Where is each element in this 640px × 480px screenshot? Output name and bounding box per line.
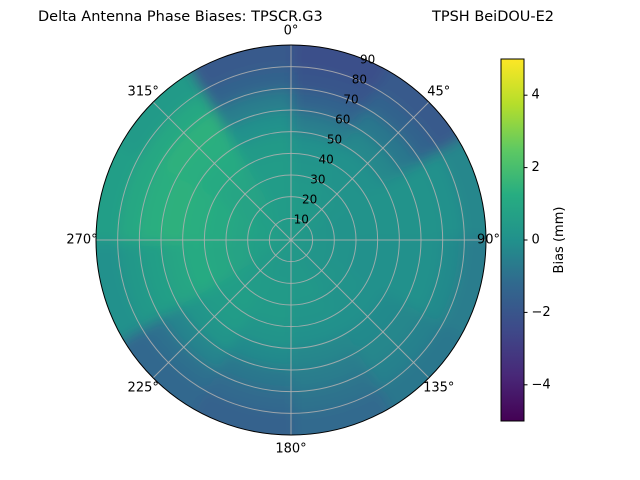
colorbar-tick-label: −4	[532, 377, 551, 392]
radial-tick-label: 10	[294, 212, 309, 226]
heatmap-cell	[268, 257, 292, 285]
colorbar-axis-label: Bias (mm)	[552, 207, 567, 274]
heatmap-cell	[212, 86, 294, 130]
grid-spoke	[290, 239, 430, 379]
heatmap-cell	[419, 237, 466, 330]
radial-tick-labels: 10 20 30 40 50 60 70 80 90	[294, 52, 376, 226]
azimuth-tick-label: 90°	[477, 233, 500, 248]
heatmap-cell	[267, 228, 291, 241]
radial-tick-label: 60	[335, 112, 350, 126]
colorbar-tick-label: 0	[532, 233, 540, 248]
azimuth-tick-label: 0°	[284, 24, 299, 39]
radial-tick-label: 50	[327, 132, 342, 146]
heatmap-cell	[308, 239, 336, 263]
heatmap-cell	[290, 257, 314, 285]
chart-title-left: Delta Antenna Phase Biases: TPSCR.G3	[38, 9, 323, 25]
heatmap-cell	[308, 217, 336, 241]
colorbar: 4 2 0 −2 −4 Bias (mm)	[500, 58, 567, 422]
colorbar-tick-label: −2	[532, 305, 551, 320]
heatmap-cell	[116, 150, 163, 243]
heatmap-cell	[212, 350, 294, 394]
heatmap-cell	[201, 368, 294, 415]
heatmap-cell	[267, 239, 291, 252]
polar-grid	[96, 45, 486, 435]
grid-spoke	[152, 239, 292, 379]
colorbar-tick-label: 4	[532, 88, 540, 103]
radial-tick-label: 20	[302, 192, 317, 206]
heatmap-cell	[116, 237, 163, 330]
heatmap-cell	[288, 86, 370, 130]
heatmap-cell	[288, 368, 381, 415]
azimuth-tick-label: 180°	[275, 442, 306, 457]
chart-title-right: TPSH BeiDOU-E2	[432, 9, 555, 25]
heatmap-cell	[246, 239, 274, 263]
azimuth-tick-label: 225°	[128, 380, 159, 395]
heatmap-cell	[291, 228, 315, 241]
heatmap-cell	[401, 161, 445, 243]
grid-spoke	[290, 101, 430, 241]
radial-tick-label: 90	[360, 52, 375, 66]
azimuth-tick-label: 45°	[427, 85, 450, 100]
azimuth-tick-label: 270°	[66, 233, 97, 248]
azimuth-tick-labels: 0° 45° 90° 135° 180° 225° 270° 315°	[66, 24, 500, 457]
polar-outline	[95, 44, 487, 436]
heatmap-cell	[290, 240, 303, 264]
radial-tick-label: 70	[343, 92, 358, 106]
radial-tick-label: 80	[352, 72, 367, 86]
azimuth-tick-label: 135°	[423, 380, 454, 395]
heatmap-cell	[419, 150, 466, 243]
colorbar-gradient	[500, 58, 525, 422]
radial-tick-label: 30	[310, 172, 325, 186]
heatmap-cell	[268, 195, 292, 223]
heatmap-cell	[288, 65, 381, 112]
heatmap-cell	[401, 237, 445, 319]
azimuth-tick-label: 315°	[128, 85, 159, 100]
heatmap-cell	[137, 161, 181, 243]
heatmap-cell	[291, 239, 315, 252]
heatmap-cell	[288, 350, 370, 394]
radial-tick-label: 40	[319, 152, 334, 166]
heatmap-cell	[279, 240, 292, 264]
heatmap-cell	[279, 216, 292, 240]
heatmap-cell	[290, 195, 314, 223]
heatmap-cell	[201, 65, 294, 112]
grid-spoke	[152, 101, 292, 241]
heatmap-cell	[246, 217, 274, 241]
heatmap-cell	[137, 237, 181, 319]
heatmap-cell	[290, 216, 303, 240]
colorbar-tick-label: 2	[532, 160, 540, 175]
